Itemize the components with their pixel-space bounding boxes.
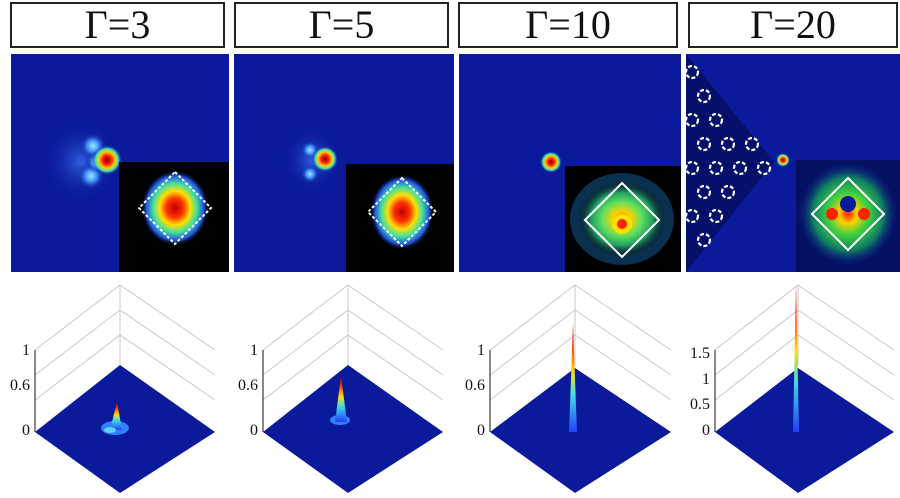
gamma-20-label-text: Γ=20	[750, 2, 836, 47]
z-tick-0-5: 0.5	[690, 396, 710, 413]
gamma-10-label: Γ=10	[458, 2, 678, 48]
gamma-5-label-text: Γ=5	[308, 2, 375, 47]
surface-plot-gamma-3: 1 0.6 0	[0, 280, 225, 493]
vortex-ring	[686, 160, 700, 176]
surface-plot-gamma-5: 1 0.6 0	[228, 280, 453, 493]
z-tick-0: 0	[702, 422, 710, 439]
surface-plot-gamma-10: 1 0.6 0	[453, 280, 678, 493]
surface-plot-gamma-20: 1.5 1 0.5 0	[680, 280, 900, 493]
gamma-20-label: Γ=20	[688, 2, 898, 48]
vortex-ring	[686, 208, 700, 224]
gamma-10-label-text: Γ=10	[525, 2, 611, 47]
vortex-ring	[720, 184, 736, 200]
vortex-ring	[708, 208, 724, 224]
density-panel-gamma-3	[11, 54, 229, 272]
vortex-ring	[756, 160, 772, 176]
z-tick-1: 1	[250, 342, 258, 359]
z-tick-0-6: 0.6	[10, 377, 30, 394]
density-panel-gamma-10	[459, 54, 681, 272]
z-tick-1-5: 1.5	[690, 345, 710, 362]
z-tick-1: 1	[477, 342, 485, 359]
gamma-5-label: Γ=5	[234, 2, 449, 48]
z-tick-0: 0	[477, 422, 485, 439]
density-panel-gamma-20	[686, 54, 900, 272]
density-panel-gamma-5	[234, 54, 454, 272]
z-tick-0: 0	[22, 422, 30, 439]
vortex-ring	[732, 160, 748, 176]
vortex-ring	[744, 136, 760, 152]
vortex-ring	[708, 112, 724, 128]
vortex-ring	[720, 136, 736, 152]
z-tick-0-6: 0.6	[465, 377, 485, 394]
vortex-ring	[696, 136, 712, 152]
z-tick-0-6: 0.6	[238, 377, 258, 394]
gamma-3-label: Γ=3	[10, 2, 225, 48]
z-tick-1: 1	[22, 342, 30, 359]
vortex-ring	[696, 232, 712, 248]
vortex-ring	[708, 160, 724, 176]
vortex-ring	[696, 88, 712, 104]
gamma-3-label-text: Γ=3	[84, 2, 151, 47]
z-tick-1: 1	[702, 371, 710, 388]
vortex-ring	[696, 184, 712, 200]
vortex-ring	[686, 112, 700, 128]
vortex-ring	[686, 64, 700, 80]
z-tick-0: 0	[250, 422, 258, 439]
